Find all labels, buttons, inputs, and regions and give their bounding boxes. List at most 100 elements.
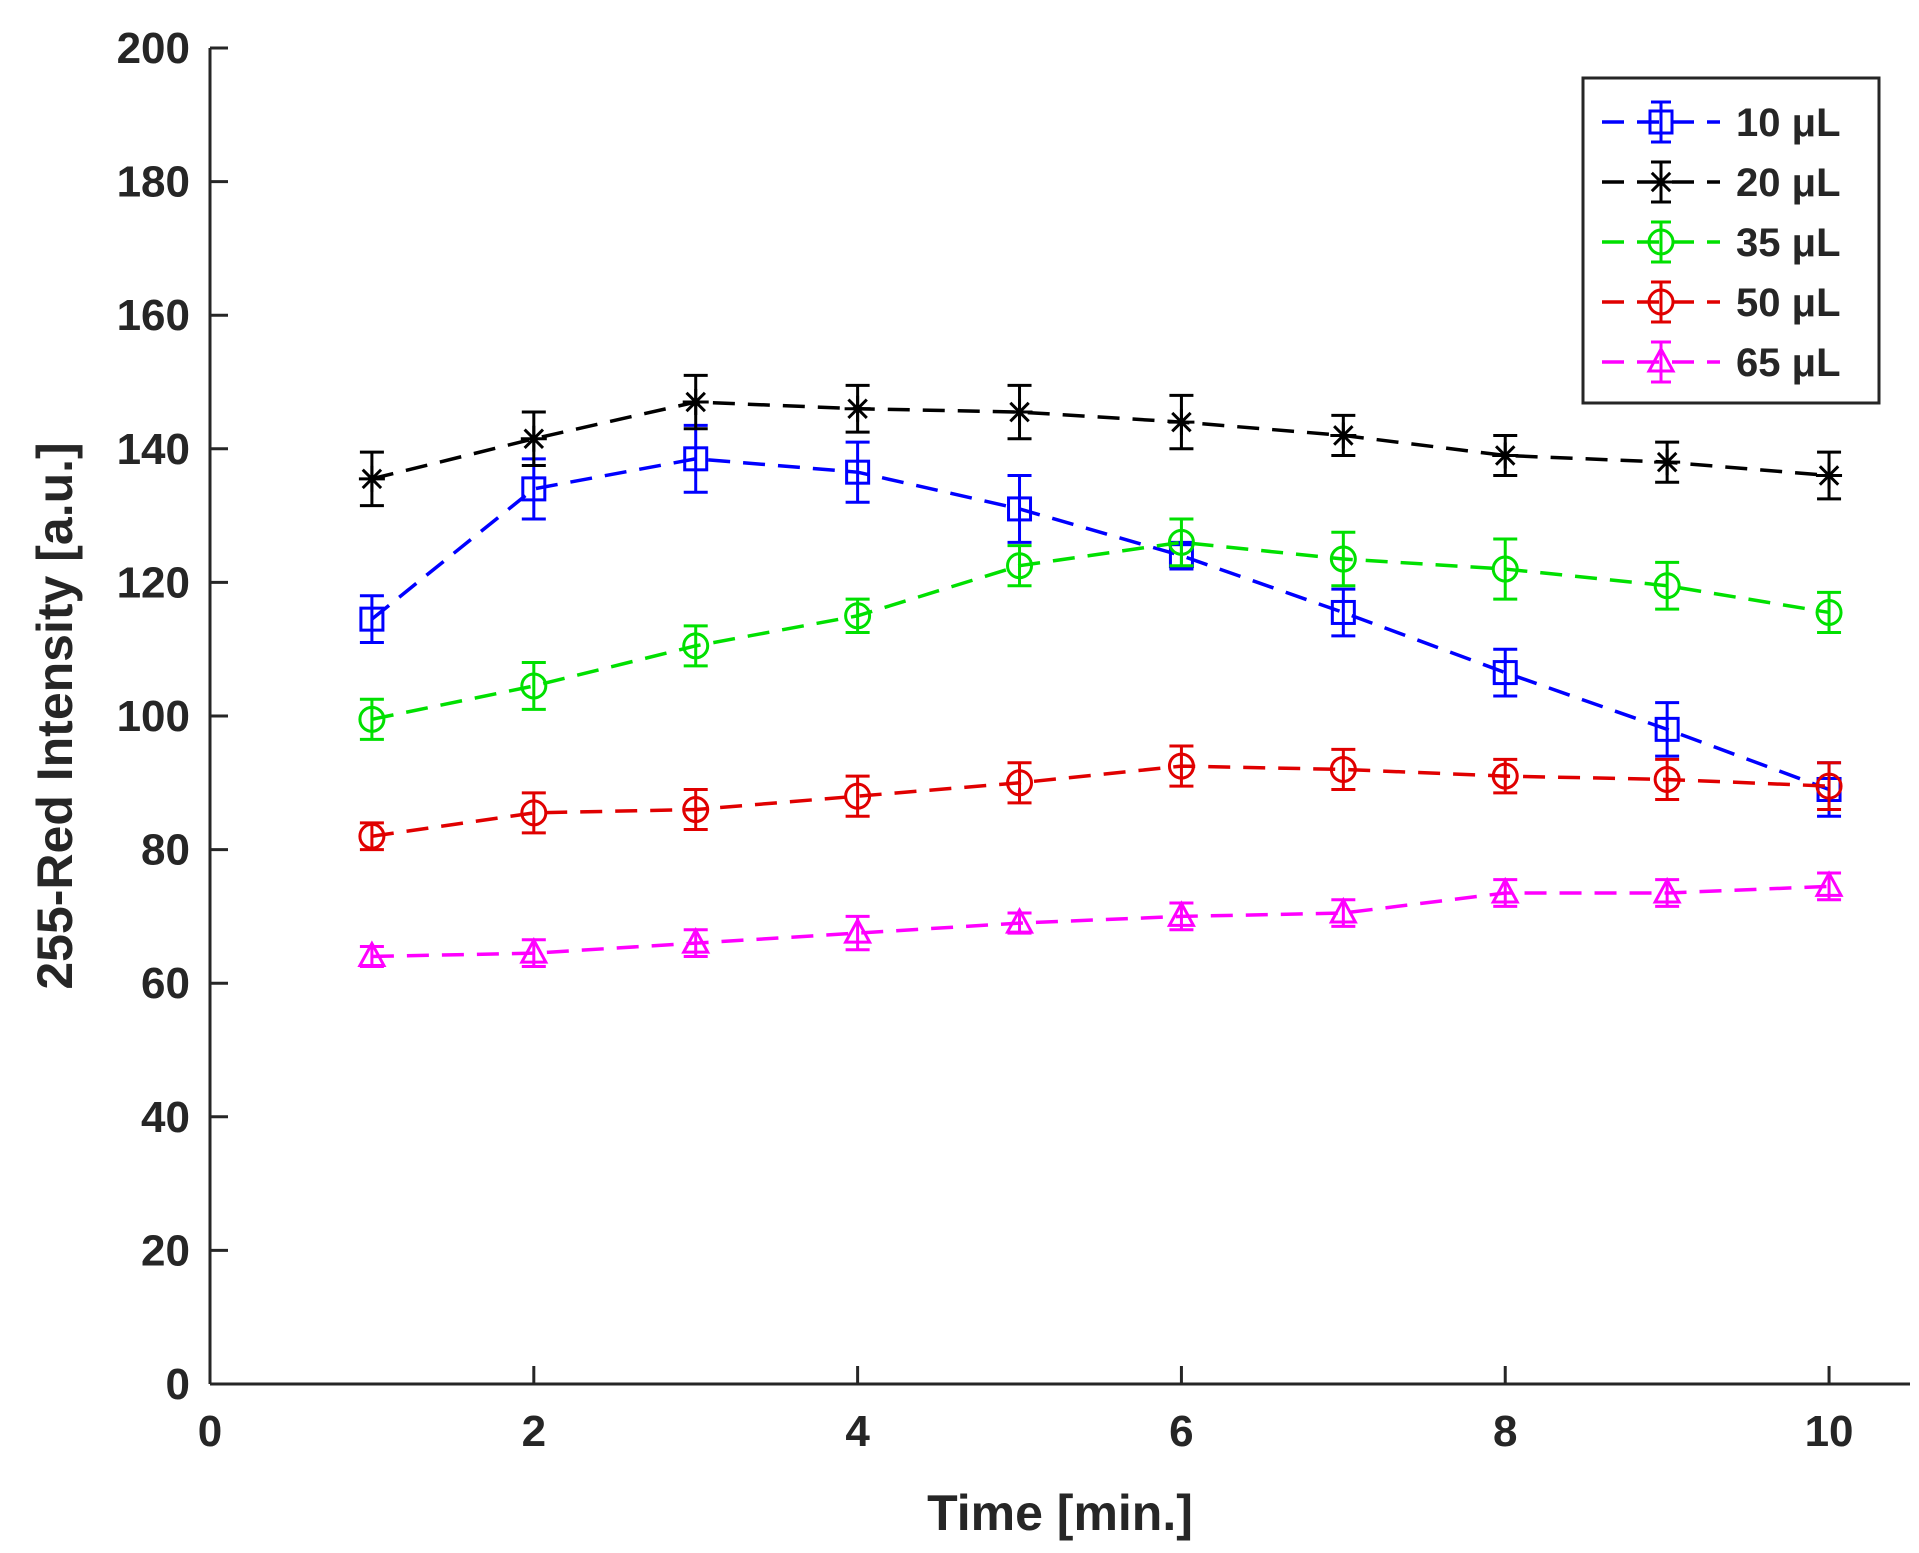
y-tick-label: 120 (117, 558, 190, 607)
legend-marker (1646, 345, 1676, 373)
legend-label: 10 μL (1736, 101, 1841, 145)
data-point (845, 459, 871, 485)
data-point (1330, 422, 1357, 449)
data-point (843, 916, 873, 944)
y-tick-label: 140 (117, 425, 190, 474)
data-point (1492, 442, 1519, 469)
data-point (1815, 772, 1843, 800)
data-point (1007, 496, 1033, 522)
data-point (359, 606, 385, 632)
data-point (1328, 896, 1358, 924)
data-point (1004, 906, 1035, 934)
data-point (1491, 762, 1519, 790)
data-point (1653, 765, 1681, 793)
error-bar (359, 594, 384, 645)
series-line (371, 884, 1830, 959)
legend-label: 50 μL (1736, 281, 1841, 325)
legend-entry: 35 μL (1602, 220, 1841, 265)
data-point (358, 822, 386, 850)
data-point (1167, 528, 1195, 556)
error-bar (1331, 587, 1356, 638)
data-point (520, 799, 548, 827)
x-tick-label: 8 (1493, 1407, 1517, 1456)
data-point (1167, 752, 1195, 780)
data-point (1815, 598, 1843, 626)
legend-entry: 10 μL (1602, 100, 1841, 145)
legend-marker (1647, 228, 1675, 256)
legend-error-bar (1651, 100, 1671, 144)
data-point (844, 395, 871, 422)
series-line (371, 540, 1830, 722)
y-tick-label: 0 (166, 1360, 190, 1409)
data-point (521, 476, 547, 502)
legend-marker (1648, 109, 1674, 135)
data-point (520, 672, 548, 700)
data-point (1492, 660, 1518, 686)
y-tick-label: 80 (141, 826, 190, 875)
data-point (1006, 552, 1034, 580)
data-point (1006, 399, 1033, 426)
legend-marker (1648, 169, 1674, 195)
y-axis-title: 255-Red Intensity [a.u.] (27, 442, 83, 989)
y-tick-label: 160 (117, 291, 190, 340)
error-bar (1655, 701, 1680, 758)
data-point (1329, 755, 1357, 783)
data-point (357, 940, 387, 967)
series-3 (358, 517, 1843, 741)
data-point (682, 389, 709, 416)
legend-label: 20 μL (1736, 161, 1841, 205)
series-2 (358, 373, 1843, 508)
error-bar (1493, 647, 1518, 698)
legend-entry: 20 μL (1602, 160, 1841, 205)
error-bar (1817, 761, 1842, 812)
y-tick-label: 40 (141, 1093, 190, 1142)
data-point (1654, 716, 1680, 742)
error-bar (1007, 474, 1032, 544)
plot-series (357, 373, 1844, 968)
error-bar (1493, 537, 1518, 601)
legend-box (1581, 76, 1881, 405)
series-line (370, 457, 1830, 792)
x-tick-label: 10 (1805, 1407, 1854, 1456)
y-tick-label: 200 (117, 24, 190, 73)
series-1 (359, 423, 1842, 818)
x-tick-label: 4 (845, 1407, 870, 1456)
error-bar (1331, 530, 1356, 588)
error-bar (845, 440, 870, 504)
data-point (1490, 876, 1520, 904)
data-point (1491, 555, 1519, 583)
series-4 (358, 744, 1843, 852)
data-point (358, 705, 386, 733)
data-point (681, 926, 711, 954)
x-axis-title: Time [min.] (927, 1485, 1193, 1541)
y-tick-label: 180 (117, 158, 190, 207)
x-ticks: 0 2 4 6 8 10 (198, 1366, 1854, 1456)
y-tick-label: 20 (141, 1226, 190, 1275)
x-tick-label: 2 (522, 1407, 546, 1456)
error-bar (683, 624, 708, 668)
data-point (520, 425, 547, 452)
series-line (371, 764, 1830, 838)
series-5 (357, 870, 1844, 968)
data-point (1168, 409, 1195, 436)
data-point (1166, 900, 1196, 927)
data-point (683, 446, 709, 472)
data-point (1006, 769, 1034, 797)
x-tick-label: 0 (198, 1407, 222, 1456)
legend: 10 μL 20 μL 35 μL 50 μL 65 μL (1581, 76, 1881, 405)
series-line (371, 400, 1830, 481)
x-tick-label: 6 (1169, 1407, 1193, 1456)
legend-marker (1647, 288, 1675, 316)
legend-entry: 50 μL (1602, 280, 1841, 325)
legend-entry: 65 μL (1602, 340, 1841, 385)
data-point (1652, 876, 1682, 904)
y-tick-label: 60 (141, 959, 190, 1008)
data-point (844, 602, 872, 630)
error-bar (1169, 517, 1194, 568)
data-point (1329, 545, 1357, 573)
y-tick-label: 100 (117, 692, 190, 741)
data-point (1330, 599, 1356, 625)
error-bar (521, 661, 546, 711)
data-point (519, 937, 549, 964)
